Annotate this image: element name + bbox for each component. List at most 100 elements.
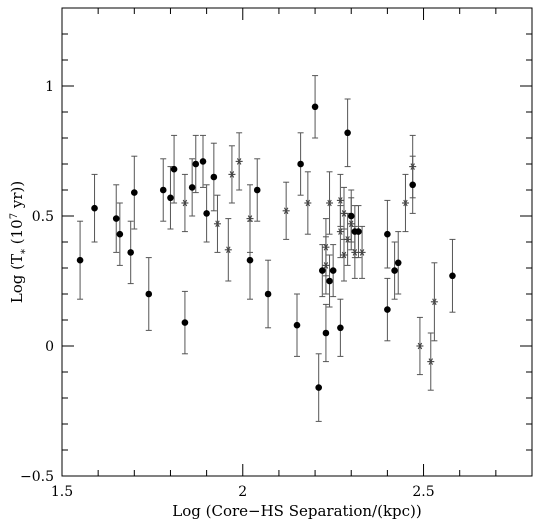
filled-circle-point <box>131 189 138 196</box>
star-stroke <box>323 243 329 251</box>
x-tick-label: 1.5 <box>51 484 73 500</box>
filled-circle-point <box>167 194 174 202</box>
star-stroke <box>305 199 311 207</box>
open-star-point <box>326 199 334 207</box>
filled-circle-point <box>449 272 456 280</box>
filled-circle-point <box>253 186 261 194</box>
open-star-point <box>427 358 435 365</box>
open-star-point <box>409 163 417 170</box>
filled-circle-point <box>384 230 391 238</box>
filled-circle-point <box>311 103 319 111</box>
y-tick-label: 1 <box>45 79 54 95</box>
open-star-point <box>358 249 366 256</box>
open-star-point <box>351 249 359 256</box>
filled-circle-point <box>91 204 98 212</box>
error-bars <box>77 75 456 422</box>
open-star-point <box>416 342 424 350</box>
filled-circle-point <box>315 384 322 391</box>
filled-circle-point <box>192 160 200 168</box>
open-star-point <box>340 251 348 259</box>
open-star-point <box>344 236 352 243</box>
filled-circle-point <box>329 267 337 274</box>
y-tick-labels: −0.5 0 0.5 1 <box>20 79 54 485</box>
star-stroke <box>229 171 235 178</box>
filled-circle-point <box>391 267 398 274</box>
filled-circle-point <box>409 181 416 189</box>
y-tick-label: 0 <box>45 339 54 355</box>
star-stroke <box>283 207 289 215</box>
star-stroke <box>345 236 350 243</box>
filled-circle-point <box>199 158 207 165</box>
filled-circle-point <box>246 256 254 264</box>
star-stroke <box>410 163 415 170</box>
open-star-point <box>228 171 236 178</box>
star-stroke <box>327 199 332 207</box>
open-star-point <box>304 199 312 207</box>
filled-circle-point <box>297 160 304 168</box>
star-stroke <box>428 358 433 365</box>
filled-circle-point <box>181 319 189 326</box>
filled-circle-point <box>347 212 355 220</box>
open-star-point <box>336 197 344 204</box>
y-axis-title-middle: (10 <box>8 219 26 249</box>
axis-ticks <box>61 7 533 477</box>
star-stroke <box>432 298 437 306</box>
star-stroke <box>352 249 358 256</box>
open-star-point <box>213 220 221 228</box>
star-stroke <box>182 199 188 207</box>
x-axis-title: Log (Core−HS Separation/(kpc)) <box>172 502 422 520</box>
filled-circle-point <box>116 230 124 238</box>
open-star-point <box>401 199 409 207</box>
filled-circle-point <box>264 290 272 298</box>
star-stroke <box>417 342 423 350</box>
open-star-point <box>347 220 355 228</box>
x-tick-label: 2 <box>238 484 247 500</box>
filled-circle-point <box>394 259 402 267</box>
filled-circle-point <box>203 210 210 217</box>
y-tick-label: −0.5 <box>20 469 54 485</box>
star-stroke <box>247 215 253 222</box>
open-star-point <box>224 246 232 254</box>
y-axis-title-suffix: yr)) <box>8 181 26 213</box>
y-tick-label: 0.5 <box>32 209 54 225</box>
filled-circle-point <box>337 324 344 332</box>
filled-circle-point <box>319 267 326 274</box>
filled-circle-point <box>188 184 196 191</box>
open-star-point <box>246 215 254 222</box>
filled-circle-point <box>384 306 391 313</box>
filled-circle-point <box>355 228 362 235</box>
y-axis-title-subscript: * <box>20 249 31 254</box>
filled-circle-point <box>76 256 84 264</box>
x-tick-label: 2.5 <box>412 484 434 500</box>
open-star-point <box>235 158 243 165</box>
plot-frame <box>61 7 533 477</box>
y-axis-title-prefix: Log (T <box>8 254 26 303</box>
star-stroke <box>323 262 329 269</box>
open-star-point <box>322 243 330 251</box>
filled-circle-point <box>127 249 134 256</box>
filled-circle-point <box>210 173 218 181</box>
star-stroke <box>341 210 347 217</box>
filled-circle-point <box>159 186 167 194</box>
filled-circle-point <box>170 165 178 173</box>
open-star-point <box>181 199 189 207</box>
star-stroke <box>403 199 408 207</box>
y-axis-title-superscript: 7 <box>9 213 20 219</box>
filled-circle-point <box>326 277 333 285</box>
star-stroke <box>338 197 343 204</box>
open-star-point <box>336 228 344 235</box>
open-star-point <box>282 207 290 215</box>
star-stroke <box>338 228 343 235</box>
x-tick-labels: 1.5 2 2.5 <box>51 484 435 500</box>
data-points <box>76 103 456 391</box>
star-stroke <box>226 246 231 254</box>
filled-circle-point <box>145 290 153 298</box>
filled-circle-point <box>293 321 301 329</box>
filled-circle-point <box>344 129 351 137</box>
open-star-point <box>322 262 330 269</box>
filled-circle-point <box>112 215 120 222</box>
filled-circle-point <box>322 329 330 337</box>
y-axis-title: Log (T* (107 yr)) <box>8 181 31 303</box>
star-stroke <box>236 158 242 165</box>
